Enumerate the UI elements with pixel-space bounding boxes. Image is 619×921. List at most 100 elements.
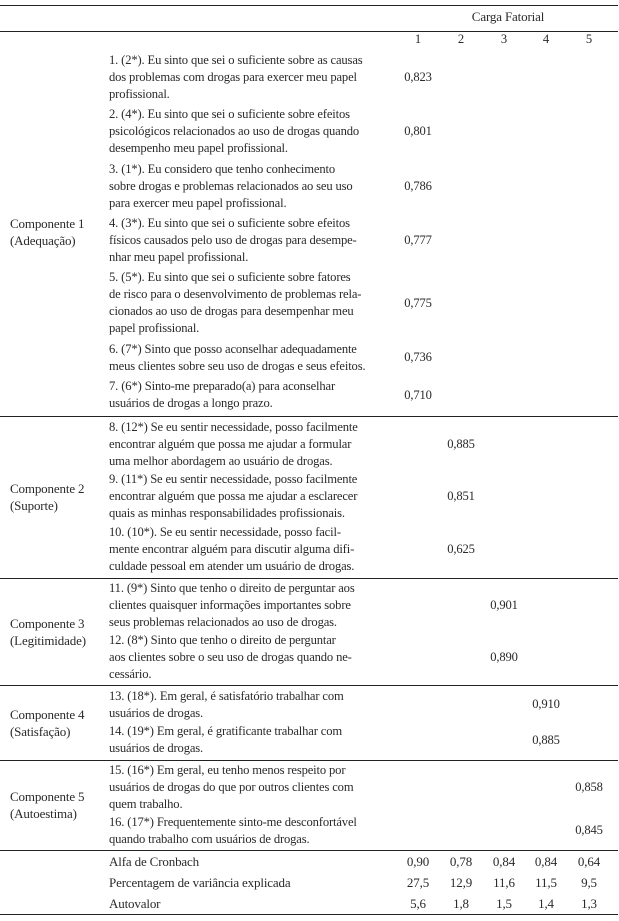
item-text: 3. (1*). Eu considero que tenho conhecim… <box>109 161 353 212</box>
stats-value: 0,78 <box>449 854 473 869</box>
table-row: 1. (2*). Eu sinto que sei o suficiente s… <box>108 50 618 104</box>
component-subtitle: (Satisfação) <box>10 723 71 739</box>
table-row: 6. (7*) Sinto que posso aconselhar adequ… <box>108 339 618 376</box>
column-header-5: 5 <box>585 32 593 46</box>
stats-value: 5,6 <box>410 896 426 911</box>
item-text-line: de risco para o desenvolvimento de probl… <box>109 287 362 302</box>
factor-loading-value: 0,823 <box>404 69 432 84</box>
component-subtitle: (Adequação) <box>10 233 76 248</box>
item-text-line: 4. (3*). Eu sinto que sei o suficiente s… <box>109 215 350 230</box>
factor-loading-value: 0,901 <box>490 598 518 613</box>
item-text-line: 5. (5*). Eu sinto que sei o suficiente s… <box>109 270 351 285</box>
item-text-line: dos problemas com drogas para exercer me… <box>109 69 357 84</box>
factor-loading-value: 0,845 <box>575 823 603 838</box>
table-row: 16. (17*) Frequentemente sinto-me descon… <box>108 814 618 849</box>
component-name: Componente 1 <box>10 216 85 231</box>
stats-value: 0,84 <box>492 854 516 869</box>
stats-value: 11,5 <box>535 875 557 890</box>
item-text-line: cionados ao uso de drogas para desempenh… <box>109 304 354 319</box>
factor-loading-value: 0,625 <box>447 542 475 557</box>
component-label: Componente 4 (Satisfação) <box>0 685 108 760</box>
section-rule <box>0 685 618 686</box>
component-section: Componente 1 (Adequação) 1. (2*). Eu sinto… <box>0 48 618 416</box>
stats-value: 27,5 <box>406 875 430 890</box>
section-rule <box>0 760 618 761</box>
item-text-line: quem trabalho. <box>109 797 183 812</box>
item-text-line: 11. (9*) Sinto que tenho o direito de pe… <box>109 581 355 596</box>
item-text-line: sobre drogas e problemas relacionados ao… <box>109 178 353 193</box>
stats-value: 0,90 <box>406 854 430 869</box>
item-text: 7. (6*) Sinto-me preparado(a) para acons… <box>109 378 335 412</box>
component-subtitle: (Legitimidade) <box>10 632 86 648</box>
stats-value: 12,9 <box>449 875 473 890</box>
item-text: 5. (5*). Eu sinto que sei o suficiente s… <box>109 269 362 337</box>
table-row: 4. (3*). Eu sinto que sei o suficiente s… <box>108 213 618 267</box>
stats-value: 11,6 <box>493 875 515 890</box>
component-section: Componente 4 (Satisfação) 13. (18*). Em ge… <box>0 685 618 760</box>
factor-loading-value: 0,851 <box>447 489 475 504</box>
table-row: 11. (9*) Sinto que tenho o direito de pe… <box>108 580 618 632</box>
item-text-line: encontrar alguém que possa me ajudar a e… <box>109 489 358 504</box>
table-row: 9. (11*) Se eu sentir necessidade, posso… <box>108 471 618 524</box>
item-list: 1. (2*). Eu sinto que sei o suficiente s… <box>108 48 618 416</box>
factor-loading-value: 0,858 <box>575 780 603 795</box>
column-header-3: 3 <box>500 32 508 46</box>
item-text-line: 15. (16*) Em geral, eu tenho menos respe… <box>109 763 346 778</box>
item-text: 15. (16*) Em geral, eu tenho menos respe… <box>109 762 354 813</box>
stats-label: Alfa de Cronbach <box>109 854 200 869</box>
item-text-line: físicos causados pelo uso de drogas para… <box>109 232 357 247</box>
table-row: 8. (12*) Se eu sentir necessidade, posso… <box>108 418 618 471</box>
carga-fatorial-header: Carga Fatorial <box>471 9 545 24</box>
item-text-line: cessário. <box>109 666 152 681</box>
item-text: 1. (2*). Eu sinto que sei o suficiente s… <box>109 52 363 103</box>
item-list: 15. (16*) Em geral, eu tenho menos respe… <box>108 760 618 850</box>
stats-row: Percentagem de variância explicada 27,5 12… <box>0 872 618 893</box>
item-text: 11. (9*) Sinto que tenho o direito de pe… <box>109 580 355 631</box>
factor-loading-value: 0,910 <box>532 697 560 712</box>
component-label: Componente 2 (Suporte) <box>0 416 108 578</box>
section-rule <box>0 578 618 579</box>
item-text: 12. (8*) Sinto que tenho o direito de pe… <box>109 632 352 683</box>
item-text-line: mente encontrar alguém para discutir alg… <box>109 542 355 557</box>
item-list: 8. (12*) Se eu sentir necessidade, posso… <box>108 416 618 578</box>
component-name: Componente 4 <box>10 706 85 722</box>
column-header-1: 1 <box>414 32 422 46</box>
component-label: Componente 3 (Legitimidade) <box>0 578 108 685</box>
item-text-line: culdade pessoal em atender um usuário de… <box>109 559 355 574</box>
item-text-line: 8. (12*) Se eu sentir necessidade, posso… <box>109 419 358 434</box>
item-text-line: 1. (2*). Eu sinto que sei o suficiente s… <box>109 52 363 67</box>
stats-value: 1,4 <box>538 896 554 911</box>
table-row: 12. (8*) Sinto que tenho o direito de pe… <box>108 632 618 684</box>
item-text: 10. (10*). Se eu sentir necessidade, pos… <box>109 524 355 575</box>
item-text-line: desempenho meu papel profissional. <box>109 141 288 156</box>
item-text-line: 3. (1*). Eu considero que tenho conhecim… <box>109 161 335 176</box>
item-text-line: quais as minhas responsabilidades profis… <box>109 506 345 521</box>
table-row: 2. (4*). Eu sinto que sei o suficiente s… <box>108 104 618 158</box>
item-text-line: papel profissional. <box>109 321 200 336</box>
item-text-line: meus clientes sobre seu uso de drogas e … <box>109 358 366 373</box>
item-text-line: aos clientes sobre o seu uso de drogas q… <box>109 649 352 664</box>
item-text-line: 13. (18*). Em geral, é satisfatório trab… <box>109 688 344 703</box>
item-text-line: uma melhor abordagem ao usuário de droga… <box>109 453 333 468</box>
item-text-line: psicológicos relacionados ao uso de drog… <box>109 124 360 139</box>
factor-loading-value: 0,885 <box>532 732 560 747</box>
component-name: Componente 3 <box>10 615 85 631</box>
item-text-line: quando trabalho com usuários de drogas. <box>109 831 310 846</box>
item-list: 13. (18*). Em geral, é satisfatório trab… <box>108 685 618 760</box>
item-text: 16. (17*) Frequentemente sinto-me descon… <box>109 814 357 848</box>
item-text: 14. (19*) Em geral, é gratificante traba… <box>109 723 342 757</box>
factor-loading-value: 0,786 <box>404 178 432 193</box>
header-rule <box>0 31 618 32</box>
item-text-line: 10. (10*). Se eu sentir necessidade, pos… <box>109 525 341 540</box>
component-section: Componente 3 (Legitimidade) 11. (9*) Sinto… <box>0 578 618 685</box>
factor-loading-value: 0,801 <box>404 124 432 139</box>
item-text-line: usuários de drogas do que por outros cli… <box>109 780 354 795</box>
item-text-line: encontrar alguém que possa me ajudar a f… <box>109 436 352 451</box>
stats-value: 0,84 <box>534 854 558 869</box>
item-text-line: 9. (11*) Se eu sentir necessidade, posso… <box>109 472 358 487</box>
stats-value: 1,3 <box>581 896 597 911</box>
item-text: 4. (3*). Eu sinto que sei o suficiente s… <box>109 215 357 266</box>
stats-label: Percentagem de variância explicada <box>109 875 291 890</box>
stats-value: 1,8 <box>453 896 469 911</box>
component-name: Componente 2 <box>10 481 85 496</box>
